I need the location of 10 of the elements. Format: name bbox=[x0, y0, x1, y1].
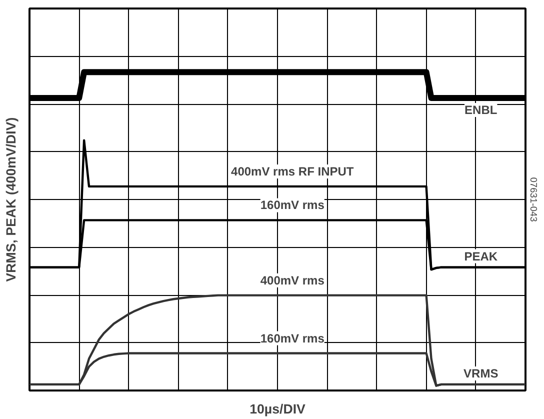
annotation: PEAK bbox=[464, 249, 498, 264]
y-axis-title: VRMS, PEAK (400mV/DIV) bbox=[4, 117, 18, 282]
series-label: 400mV rms bbox=[260, 273, 325, 288]
series-label: 400mV rms RF INPUT bbox=[231, 164, 354, 178]
series-label: 160mV rms bbox=[260, 198, 325, 212]
annotation: VRMS bbox=[464, 366, 498, 380]
text: 07631-043 bbox=[528, 177, 538, 222]
x-axis-title: 10µs/DIV bbox=[250, 402, 306, 416]
series-label: 160mV rms bbox=[260, 331, 325, 346]
series-label: ENBL bbox=[464, 102, 498, 117]
